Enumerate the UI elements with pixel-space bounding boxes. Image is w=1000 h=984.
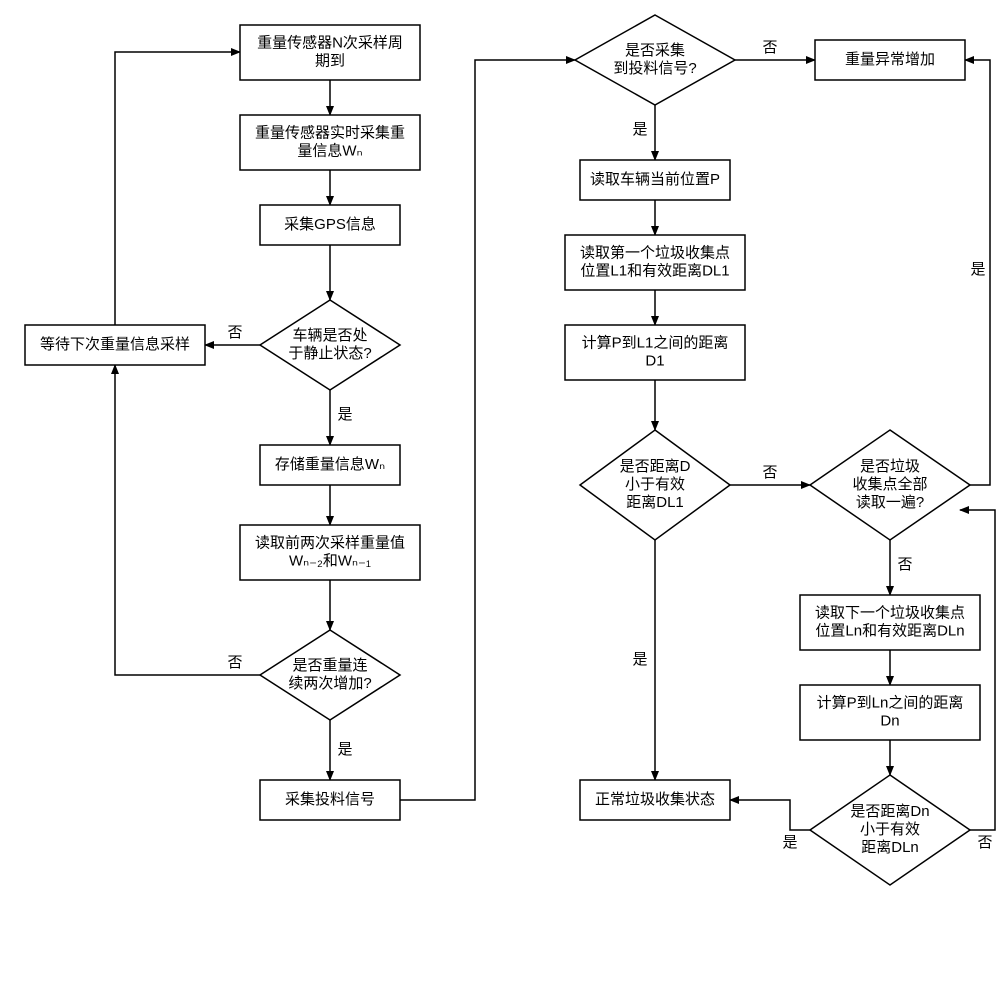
node-text: Dn (880, 712, 899, 729)
node-text: 是否垃圾 (860, 458, 920, 475)
node-text: 位置L1和有效距离DL1 (580, 262, 729, 279)
edge-n20-n15 (730, 800, 810, 830)
node-text: 重量传感器实时采集重 (255, 124, 405, 141)
node-n7: 是否重量连续两次增加? (260, 630, 400, 720)
edge-label: 是 (632, 651, 647, 668)
node-text: 到投料信号? (613, 60, 696, 77)
edge-n9-n1 (115, 52, 240, 325)
node-text: 读取一遍? (856, 494, 924, 511)
node-text: 读取前两次采样重量值 (255, 534, 405, 551)
edge-label: 否 (897, 556, 912, 573)
node-n4: 车辆是否处于静止状态? (260, 300, 400, 390)
edge-label: 否 (977, 834, 992, 851)
edge-label: 是 (782, 834, 797, 851)
node-text: 读取第一个垃圾收集点 (580, 243, 730, 261)
node-text: 是否采集 (625, 42, 685, 59)
node-n16: 重量异常增加 (815, 40, 965, 80)
edge-label: 否 (762, 39, 777, 56)
node-text: 收集点全部 (852, 475, 927, 493)
node-n11: 读取车辆当前位置P (580, 160, 730, 200)
node-text: 正常垃圾收集状态 (595, 791, 715, 808)
node-text: 车辆是否处 (292, 327, 367, 344)
edge-label: 是 (337, 406, 352, 423)
node-text: 位置Ln和有效距离DLn (815, 622, 964, 639)
node-n12: 读取第一个垃圾收集点位置L1和有效距离DL1 (565, 235, 745, 290)
node-n14: 是否距离D小于有效距离DL1 (580, 430, 730, 540)
edge-label: 否 (227, 324, 242, 341)
edge-n8-n10 (400, 60, 575, 800)
node-text: 于静止状态? (288, 345, 371, 362)
node-text: 读取车辆当前位置P (590, 171, 720, 188)
node-n19: 计算P到Ln之间的距离Dn (800, 685, 980, 740)
node-text: 小于有效 (860, 821, 920, 838)
node-text: 计算P到Ln之间的距离 (817, 693, 964, 711)
edge-label: 否 (762, 464, 777, 481)
node-text: 重量传感器N次采样周 (257, 34, 403, 51)
node-n13: 计算P到L1之间的距离D1 (565, 325, 745, 380)
edge-label: 是 (337, 741, 352, 758)
edge-label: 否 (227, 654, 242, 671)
node-text: Wₙ₋₂和Wₙ₋₁ (289, 552, 371, 569)
node-text: 量信息Wₙ (297, 142, 362, 159)
node-text: 存储重量信息Wₙ (275, 456, 385, 473)
node-text: 距离DL1 (626, 494, 684, 511)
node-n10: 是否采集到投料信号? (575, 15, 735, 105)
node-text: 是否距离Dn (850, 803, 929, 820)
edge-n7-n9 (115, 365, 260, 675)
node-text: 读取下一个垃圾收集点 (815, 604, 965, 621)
node-text: 小于有效 (625, 476, 685, 493)
edge-label: 是 (970, 261, 985, 278)
edge-n20-n17 (960, 510, 995, 830)
flowchart: 否是否是否是否是是否是否 重量传感器N次采样周期到重量传感器实时采集重量信息Wₙ… (0, 0, 1000, 984)
node-text: 采集投料信号 (285, 791, 375, 808)
node-n18: 读取下一个垃圾收集点位置Ln和有效距离DLn (800, 595, 980, 650)
node-n1: 重量传感器N次采样周期到 (240, 25, 420, 80)
node-n3: 采集GPS信息 (260, 205, 400, 245)
node-n6: 读取前两次采样重量值Wₙ₋₂和Wₙ₋₁ (240, 525, 420, 580)
node-text: 期到 (315, 52, 345, 69)
node-n20: 是否距离Dn小于有效距离DLn (810, 775, 970, 885)
node-text: 计算P到L1之间的距离 (582, 333, 729, 351)
node-text: 是否距离D (620, 458, 691, 475)
node-n17: 是否垃圾收集点全部读取一遍? (810, 430, 970, 540)
node-n8: 采集投料信号 (260, 780, 400, 820)
node-text: 是否重量连 (292, 657, 367, 674)
node-text: 采集GPS信息 (284, 216, 376, 233)
node-text: 等待下次重量信息采样 (40, 335, 190, 353)
node-text: 距离DLn (861, 839, 919, 856)
node-text: D1 (645, 352, 664, 369)
node-text: 重量异常增加 (845, 51, 935, 68)
node-n15: 正常垃圾收集状态 (580, 780, 730, 820)
node-text: 续两次增加? (288, 675, 371, 692)
node-n9: 等待下次重量信息采样 (25, 325, 205, 365)
node-n2: 重量传感器实时采集重量信息Wₙ (240, 115, 420, 170)
node-n5: 存储重量信息Wₙ (260, 445, 400, 485)
edge-label: 是 (632, 121, 647, 138)
